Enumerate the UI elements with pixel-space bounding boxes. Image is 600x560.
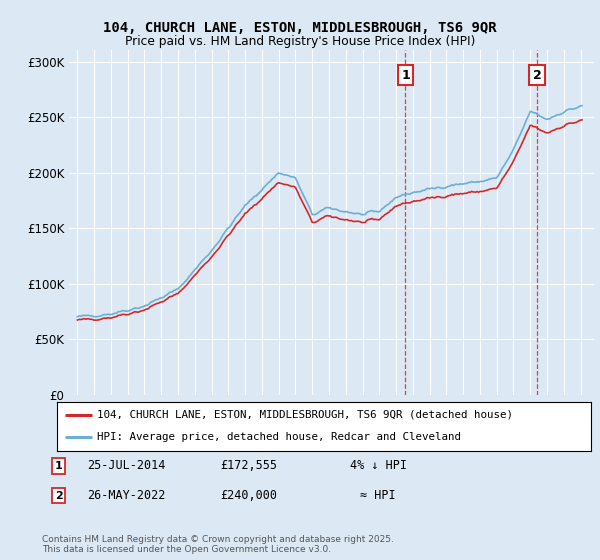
Text: £172,555: £172,555 (221, 459, 277, 473)
Text: 104, CHURCH LANE, ESTON, MIDDLESBROUGH, TS6 9QR: 104, CHURCH LANE, ESTON, MIDDLESBROUGH, … (103, 21, 497, 35)
Text: HPI: Average price, detached house, Redcar and Cleveland: HPI: Average price, detached house, Redc… (97, 432, 461, 442)
Text: 25-JUL-2014: 25-JUL-2014 (87, 459, 165, 473)
Text: Price paid vs. HM Land Registry's House Price Index (HPI): Price paid vs. HM Land Registry's House … (125, 35, 475, 48)
Text: 2: 2 (533, 69, 541, 82)
Text: 2: 2 (55, 491, 62, 501)
Text: 104, CHURCH LANE, ESTON, MIDDLESBROUGH, TS6 9QR (detached house): 104, CHURCH LANE, ESTON, MIDDLESBROUGH, … (97, 410, 513, 420)
Text: £240,000: £240,000 (221, 489, 277, 502)
Text: 1: 1 (55, 461, 62, 471)
Text: 4% ↓ HPI: 4% ↓ HPI (349, 459, 407, 473)
Text: 1: 1 (401, 69, 410, 82)
Text: 26-MAY-2022: 26-MAY-2022 (87, 489, 165, 502)
Text: ≈ HPI: ≈ HPI (360, 489, 396, 502)
Text: Contains HM Land Registry data © Crown copyright and database right 2025.
This d: Contains HM Land Registry data © Crown c… (42, 535, 394, 554)
